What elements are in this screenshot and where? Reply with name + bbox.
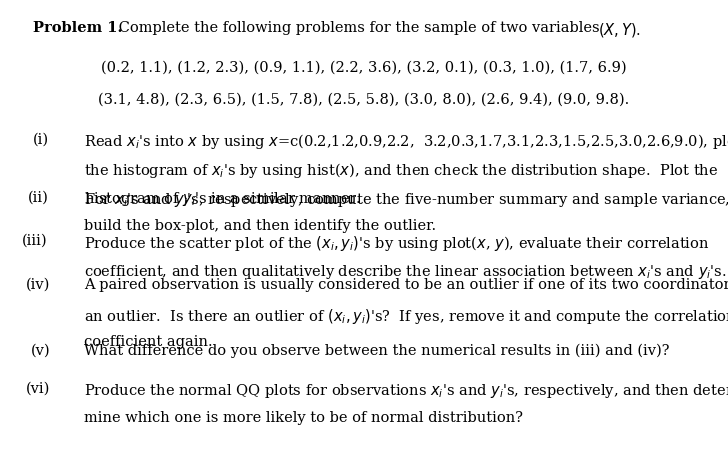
Text: What difference do you observe between the numerical results in (iii) and (iv)?: What difference do you observe between t… [84, 344, 669, 358]
Text: $(X, Y)$.: $(X, Y)$. [598, 21, 641, 39]
Text: coefficient, and then qualitatively describe the linear association between $x_i: coefficient, and then qualitatively desc… [84, 263, 727, 281]
Text: (0.2, 1.1), (1.2, 2.3), (0.9, 1.1), (2.2, 3.6), (3.2, 0.1), (0.3, 1.0), (1.7, 6.: (0.2, 1.1), (1.2, 2.3), (0.9, 1.1), (2.2… [101, 60, 627, 74]
Text: Complete the following problems for the sample of two variables: Complete the following problems for the … [114, 21, 604, 35]
Text: (iii): (iii) [22, 234, 47, 248]
Text: an outlier.  Is there an outlier of $(x_i, y_i)$'s?  If yes, remove it and compu: an outlier. Is there an outlier of $(x_i… [84, 307, 728, 325]
Text: the histogram of $x_i$'s by using hist($x$), and then check the distribution sha: the histogram of $x_i$'s by using hist($… [84, 161, 718, 180]
Text: histogram of $y_i$'s in a similar manner.: histogram of $y_i$'s in a similar manner… [84, 190, 361, 208]
Text: Produce the scatter plot of the $(x_i, y_i)$'s by using plot($x$, $y$), evaluate: Produce the scatter plot of the $(x_i, y… [84, 234, 709, 253]
Text: Read $x_i$'s into $x$ by using $x$=c(0.2,1.2,0.9,2.2,  3.2,0.3,1.7,3.1,2.3,1.5,2: Read $x_i$'s into $x$ by using $x$=c(0.2… [84, 132, 728, 151]
Text: Produce the normal QQ plots for observations $x_i$'s and $y_i$'s, respectively, : Produce the normal QQ plots for observat… [84, 382, 728, 400]
Text: (vi): (vi) [26, 382, 50, 396]
Text: A paired observation is usually considered to be an outlier if one of its two co: A paired observation is usually consider… [84, 278, 728, 292]
Text: For $x_i$'s and $y_i$'s, respectively, compute the five-number summary and sampl: For $x_i$'s and $y_i$'s, respectively, c… [84, 191, 728, 209]
Text: mine which one is more likely to be of normal distribution?: mine which one is more likely to be of n… [84, 411, 523, 425]
Text: (i): (i) [33, 132, 49, 146]
Text: (ii): (ii) [28, 191, 49, 205]
Text: Problem 1.: Problem 1. [33, 21, 122, 35]
Text: (3.1, 4.8), (2.3, 6.5), (1.5, 7.8), (2.5, 5.8), (3.0, 8.0), (2.6, 9.4), (9.0, 9.: (3.1, 4.8), (2.3, 6.5), (1.5, 7.8), (2.5… [98, 93, 630, 106]
Text: coefficient again.: coefficient again. [84, 335, 213, 349]
Text: build the box-plot, and then identify the outlier.: build the box-plot, and then identify th… [84, 219, 436, 233]
Text: (iv): (iv) [26, 278, 50, 292]
Text: (v): (v) [31, 344, 50, 358]
